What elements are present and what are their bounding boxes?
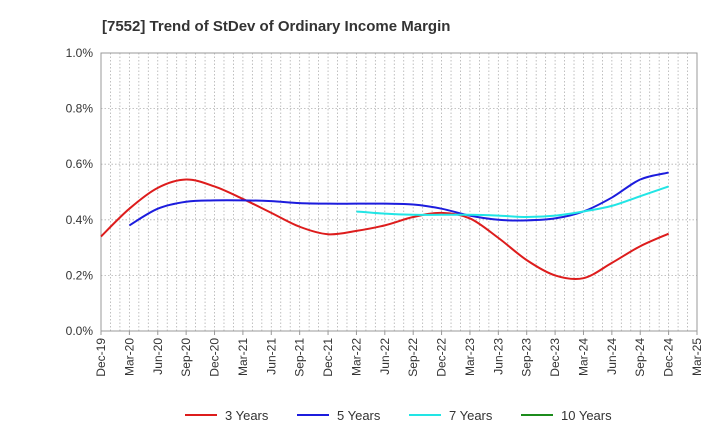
- x-tick-label: Sep-20: [179, 338, 193, 377]
- legend: 3 Years 5 Years 7 Years 10 Years: [185, 408, 612, 423]
- x-tick-label: Dec-24: [662, 338, 676, 377]
- x-tick-label: Mar-23: [463, 338, 477, 376]
- x-tick-label: Dec-23: [548, 338, 562, 377]
- plot-frame: [100, 52, 698, 332]
- x-tick-label: Mar-24: [576, 338, 590, 376]
- legend-label-3-years: 3 Years: [225, 408, 269, 423]
- series-line-7-years: [356, 185, 669, 219]
- x-tick-label: Sep-22: [406, 338, 420, 377]
- x-tick-label: Jun-23: [491, 338, 505, 375]
- x-tick-label: Dec-21: [321, 338, 335, 377]
- x-tick-label: Jun-22: [378, 338, 392, 375]
- y-tick-label: 0.8%: [66, 102, 94, 116]
- x-tick-label: Mar-21: [236, 338, 250, 376]
- x-tick-label: Mar-20: [122, 338, 136, 376]
- x-tick-label: Sep-24: [633, 338, 647, 377]
- y-tick-label: 1.0%: [66, 46, 94, 60]
- legend-label-7-years: 7 Years: [449, 408, 493, 423]
- legend-label-10-years: 10 Years: [561, 408, 612, 423]
- y-tick-label: 0.0%: [66, 324, 94, 338]
- x-tick-label: Mar-22: [349, 338, 363, 376]
- x-tick-label: Jun-24: [605, 338, 619, 375]
- y-tick-label: 0.4%: [66, 213, 94, 227]
- y-tick-label: 0.2%: [66, 268, 94, 282]
- legend-label-5-years: 5 Years: [337, 408, 381, 423]
- y-axis-ticks: 0.0% 0.2% 0.4% 0.6% 0.8% 1.0%: [66, 46, 94, 338]
- x-tick-label: Jun-21: [264, 338, 278, 375]
- x-tick-label: Dec-20: [208, 338, 222, 377]
- series-line-5-years: [128, 171, 669, 227]
- series-lines: [100, 171, 670, 281]
- x-tick-label: Sep-21: [293, 338, 307, 377]
- x-tick-label: Mar-25: [690, 338, 704, 376]
- x-tick-label: Jun-20: [151, 338, 165, 375]
- x-tick-label: Sep-23: [520, 338, 534, 377]
- y-tick-label: 0.6%: [66, 157, 94, 171]
- grid: [101, 53, 697, 331]
- x-tick-label: Dec-22: [435, 338, 449, 377]
- series-line-3-years: [100, 178, 670, 281]
- chart-title: [7552] Trend of StDev of Ordinary Income…: [102, 18, 450, 35]
- x-axis-ticks: Dec-19 Mar-20 Jun-20 Sep-20 Dec-20 Mar-21 Jun-…: [94, 331, 704, 377]
- x-tick-label: Dec-19: [94, 338, 108, 377]
